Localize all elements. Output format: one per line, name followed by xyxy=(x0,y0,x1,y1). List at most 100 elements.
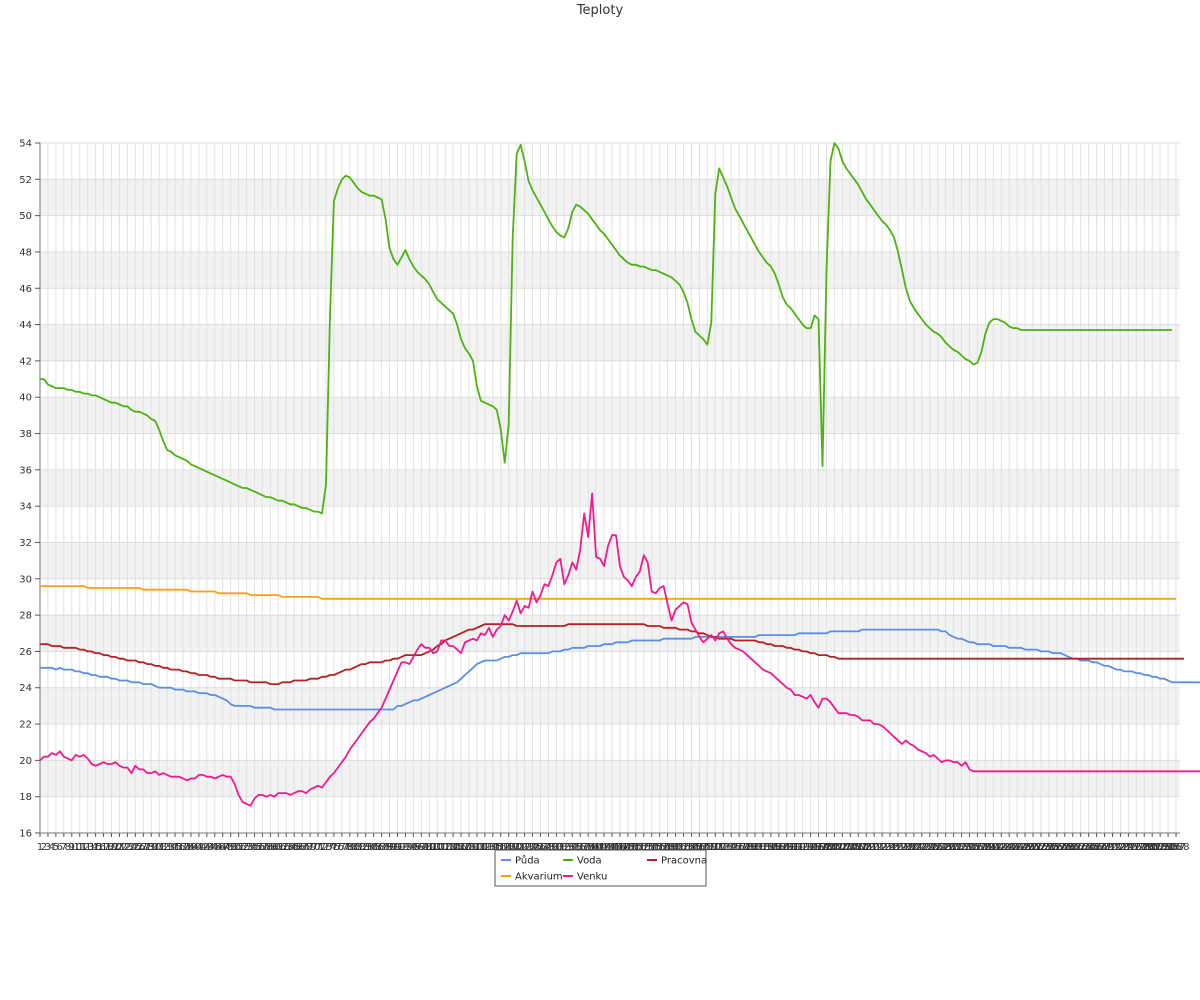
x-tick-label: 279 xyxy=(1135,842,1154,853)
legend-box xyxy=(494,849,707,887)
x-tick-label: 129 xyxy=(539,842,558,853)
vertical-gridlines xyxy=(39,143,1177,833)
x-tick-label: 76 xyxy=(332,842,345,853)
x-tick-label: 5 xyxy=(53,842,59,853)
x-tick-label: 228 xyxy=(932,842,951,853)
x-tick-label: 95 xyxy=(407,842,420,853)
x-tick-label: 23 xyxy=(121,842,134,853)
x-tick-label: 263 xyxy=(1071,842,1090,853)
x-tick-label: 270 xyxy=(1099,842,1118,853)
x-tick-label: 91 xyxy=(391,842,404,853)
x-tick-label: 54 xyxy=(244,842,257,853)
x-tick-label: 34 xyxy=(165,842,178,853)
x-tick-label: 127 xyxy=(531,842,550,853)
x-tick-label: 160 xyxy=(662,842,681,853)
x-tick-label: 245 xyxy=(1000,842,1019,853)
y-tick-label: 52 xyxy=(19,175,32,186)
x-tick-label: 204 xyxy=(837,842,856,853)
x-tick-label: 65 xyxy=(288,842,301,853)
x-tick-label: 175 xyxy=(722,842,741,853)
x-tick-label: 133 xyxy=(555,842,574,853)
x-tick-label: 75 xyxy=(328,842,341,853)
x-tick-label: 85 xyxy=(367,842,380,853)
chart-title: Teploty xyxy=(576,3,624,18)
x-tick-label: 16 xyxy=(93,842,106,853)
x-tick-label: 39 xyxy=(185,842,198,853)
x-tick-label: 6 xyxy=(57,842,63,853)
x-tick-label: 100 xyxy=(424,842,443,853)
x-tick-label: 168 xyxy=(694,842,713,853)
x-tick-label: 161 xyxy=(666,842,685,853)
x-tick-label: 287 xyxy=(1166,842,1185,853)
x-tick-label: 14 xyxy=(85,842,98,853)
x-tick-label: 150 xyxy=(622,842,641,853)
x-tick-label: 200 xyxy=(821,842,840,853)
x-tick-label: 224 xyxy=(916,842,935,853)
x-tick-label: 46 xyxy=(212,842,225,853)
x-tick-label: 94 xyxy=(403,842,416,853)
x-tick-label: 288 xyxy=(1170,842,1189,853)
x-tick-label: 78 xyxy=(339,842,352,853)
x-tick-label: 273 xyxy=(1111,842,1130,853)
x-tick-label: 80 xyxy=(347,842,360,853)
y-tick-label: 50 xyxy=(19,211,32,222)
x-tick-label: 257 xyxy=(1047,842,1066,853)
x-tick-label: 88 xyxy=(379,842,392,853)
x-tick-label: 164 xyxy=(678,842,697,853)
x-tick-label: 285 xyxy=(1159,842,1178,853)
x-tick-label: 126 xyxy=(527,842,546,853)
x-tick-label: 223 xyxy=(912,842,931,853)
x-tick-label: 267 xyxy=(1087,842,1106,853)
x-tick-label: 243 xyxy=(992,842,1011,853)
x-tick-label: 35 xyxy=(169,842,182,853)
x-tick-label: 210 xyxy=(861,842,880,853)
series-line-venku xyxy=(39,492,1200,807)
x-tick-label: 244 xyxy=(996,842,1015,853)
x-tick-label: 66 xyxy=(292,842,305,853)
x-tick-label: 72 xyxy=(316,842,329,853)
x-tick-label: 20 xyxy=(109,842,122,853)
x-tick-label: 12 xyxy=(77,842,90,853)
x-tick-label: 252 xyxy=(1027,842,1046,853)
x-tick-label: 69 xyxy=(304,842,317,853)
x-tick-label: 209 xyxy=(857,842,876,853)
x-tick-label: 92 xyxy=(395,842,408,853)
x-tick-label: 278 xyxy=(1131,842,1150,853)
x-tick-label: 241 xyxy=(984,842,1003,853)
x-tick-label: 213 xyxy=(873,842,892,853)
x-tick-label: 272 xyxy=(1107,842,1126,853)
x-tick-label: 122 xyxy=(511,842,530,853)
x-tick-label: 216 xyxy=(884,842,903,853)
x-tick-label: 7 xyxy=(61,842,67,853)
x-tick-label: 179 xyxy=(737,842,756,853)
x-tick-label: 259 xyxy=(1055,842,1074,853)
series-line-voda xyxy=(40,142,1173,515)
x-tick-label: 59 xyxy=(264,842,277,853)
x-tick-label: 194 xyxy=(797,842,816,853)
y-tick-label: 38 xyxy=(19,429,32,440)
x-tick-label: 28 xyxy=(141,842,154,853)
x-tick-label: 1 xyxy=(37,842,43,853)
x-tick-label: 87 xyxy=(375,842,388,853)
x-tick-label: 138 xyxy=(575,842,594,853)
x-tick-label: 55 xyxy=(248,842,261,853)
x-tick-label: 81 xyxy=(351,842,364,853)
x-tick-label: 281 xyxy=(1143,842,1162,853)
band xyxy=(40,542,1180,579)
x-tick-label: 63 xyxy=(280,842,293,853)
x-tick-label: 82 xyxy=(355,842,368,853)
x-tick-label: 255 xyxy=(1039,842,1058,853)
x-tick-label: 262 xyxy=(1067,842,1086,853)
x-tick-label: 84 xyxy=(363,842,376,853)
x-tick-label: 222 xyxy=(908,842,927,853)
x-tick-label: 246 xyxy=(1004,842,1023,853)
x-tick-label: 117 xyxy=(491,842,510,853)
x-tick-label: 163 xyxy=(674,842,693,853)
x-tick-label: 282 xyxy=(1147,842,1166,853)
x-tick-label: 196 xyxy=(805,842,824,853)
y-tick-label: 28 xyxy=(19,611,32,622)
y-tick-label: 16 xyxy=(19,829,32,840)
x-tick-label: 108 xyxy=(455,842,474,853)
x-tick-label: 101 xyxy=(428,842,447,853)
x-tick-label: 140 xyxy=(583,842,602,853)
